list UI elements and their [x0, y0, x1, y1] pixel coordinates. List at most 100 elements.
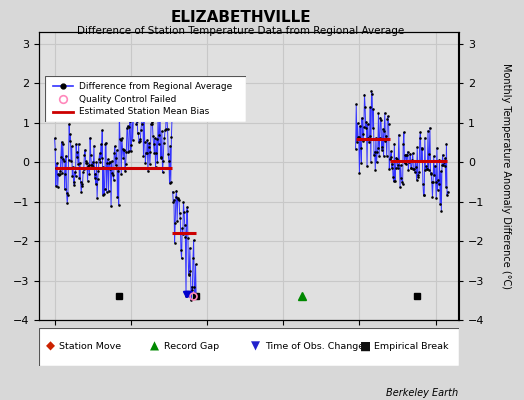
- Text: ▼: ▼: [251, 340, 260, 353]
- Point: [74, 140, 83, 147]
- Point: [428, 194, 436, 200]
- Point: [412, 177, 421, 183]
- Point: [146, 149, 155, 155]
- Text: ▲: ▲: [150, 340, 159, 353]
- Point: [122, 149, 130, 155]
- Point: [395, 132, 403, 138]
- Point: [157, 153, 165, 160]
- Point: [394, 162, 402, 168]
- Point: [420, 192, 429, 198]
- Point: [119, 155, 127, 161]
- Point: [176, 215, 184, 221]
- Point: [371, 166, 379, 173]
- Point: [364, 121, 372, 127]
- Point: [110, 150, 118, 156]
- Point: [152, 136, 161, 142]
- Point: [60, 186, 69, 193]
- Point: [422, 163, 430, 170]
- Point: [151, 164, 160, 171]
- Point: [71, 173, 80, 179]
- Point: [116, 136, 124, 142]
- Point: [390, 140, 399, 147]
- Point: [161, 126, 170, 132]
- Point: [187, 297, 195, 304]
- Point: [160, 140, 168, 146]
- Point: [362, 125, 370, 131]
- Point: [367, 88, 376, 94]
- Point: [102, 140, 110, 146]
- Point: [163, 116, 171, 122]
- Point: [51, 145, 59, 152]
- Point: [95, 156, 103, 162]
- Point: [408, 157, 417, 163]
- Point: [64, 192, 72, 198]
- Point: [148, 119, 157, 125]
- Point: [155, 132, 163, 138]
- Point: [431, 162, 439, 169]
- Point: [172, 188, 181, 194]
- Point: [100, 190, 108, 197]
- Point: [402, 161, 411, 167]
- Point: [90, 142, 98, 149]
- Point: [373, 159, 381, 166]
- Point: [370, 148, 379, 155]
- Point: [406, 158, 414, 164]
- Point: [91, 170, 100, 177]
- Point: [178, 225, 187, 232]
- Point: [136, 136, 144, 142]
- Point: [144, 144, 152, 150]
- Point: [88, 162, 96, 168]
- Point: [181, 233, 190, 240]
- Point: [366, 104, 375, 111]
- Point: [401, 152, 409, 158]
- Point: [105, 160, 113, 166]
- Point: [104, 188, 113, 194]
- Point: [383, 116, 391, 122]
- Text: Difference from Regional Average: Difference from Regional Average: [79, 82, 232, 91]
- Text: Station Move: Station Move: [59, 342, 122, 351]
- Point: [386, 153, 395, 160]
- Point: [124, 149, 133, 155]
- Point: [107, 203, 115, 209]
- Point: [143, 137, 151, 144]
- Point: [379, 126, 387, 132]
- Point: [166, 143, 174, 149]
- Point: [86, 152, 95, 158]
- Point: [440, 163, 449, 169]
- Point: [89, 164, 97, 170]
- Point: [417, 158, 425, 164]
- Point: [183, 204, 191, 210]
- Point: [352, 146, 360, 152]
- Point: [62, 190, 71, 196]
- Point: [443, 192, 451, 198]
- Point: [157, 155, 166, 161]
- Point: [130, 106, 139, 113]
- Point: [152, 150, 160, 156]
- Point: [428, 179, 436, 186]
- Point: [365, 133, 374, 139]
- Text: Empirical Break: Empirical Break: [374, 342, 449, 351]
- Point: [132, 121, 140, 127]
- Point: [94, 176, 102, 182]
- Point: [53, 160, 61, 166]
- Point: [180, 209, 188, 216]
- Point: [132, 99, 140, 105]
- Point: [436, 201, 444, 207]
- Point: [434, 181, 443, 187]
- Point: [109, 171, 117, 178]
- Point: [116, 137, 125, 143]
- Point: [78, 182, 86, 189]
- Point: [78, 181, 86, 188]
- Point: [177, 247, 185, 253]
- Point: [188, 284, 196, 290]
- Point: [389, 178, 398, 184]
- Point: [362, 119, 370, 125]
- Point: [136, 138, 145, 144]
- Point: [418, 146, 427, 152]
- Point: [186, 268, 194, 274]
- Point: [94, 168, 103, 174]
- Point: [377, 117, 385, 123]
- Point: [176, 210, 184, 216]
- Point: [357, 160, 366, 166]
- Point: [433, 186, 442, 193]
